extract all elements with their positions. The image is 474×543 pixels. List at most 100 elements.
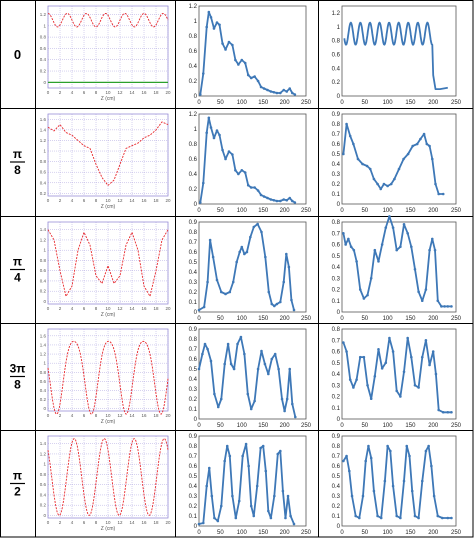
data-point xyxy=(249,407,253,411)
x-tick-label: 6 xyxy=(83,198,86,203)
data-point xyxy=(239,335,243,339)
x-tick-label: 150 xyxy=(405,423,416,429)
data-point xyxy=(228,454,232,458)
data-point xyxy=(263,362,267,366)
data-point xyxy=(415,142,419,146)
data-point xyxy=(288,367,292,371)
data-point xyxy=(436,299,440,303)
data-point xyxy=(273,352,277,356)
data-point xyxy=(243,61,247,65)
y-tick-label: 0.8 xyxy=(40,258,47,263)
y-tick-label: 0.6 xyxy=(332,464,341,470)
y-tick-label: 0.9 xyxy=(189,220,198,226)
data-point xyxy=(240,245,244,249)
data-point xyxy=(246,183,250,187)
data-point xyxy=(355,378,358,381)
data-point xyxy=(224,157,227,161)
data-point xyxy=(277,367,280,371)
data-point xyxy=(264,255,267,259)
y-tick-label: 1 xyxy=(337,25,341,31)
x-tick-label: 150 xyxy=(405,316,416,322)
y-tick-label: 0.4 xyxy=(189,484,198,490)
data-point xyxy=(437,408,440,412)
data-point xyxy=(253,186,256,189)
data-point xyxy=(433,248,437,252)
y-tick-label: 0.6 xyxy=(40,379,47,384)
y-tick-label: 1.6 xyxy=(40,117,47,122)
x-tick-label: 20 xyxy=(165,90,171,95)
y-tick-label: 0 xyxy=(194,524,198,530)
data-point xyxy=(206,347,209,351)
y-tick-label: 0.9 xyxy=(332,434,341,440)
data-point xyxy=(272,90,276,94)
data-point xyxy=(218,133,221,137)
measured-plot: 0 50 100 150 200 250 0 0.2 0.4 0.6 0.8 1 1.2 xyxy=(189,112,312,214)
y-tick-label: 0.4 xyxy=(189,377,198,383)
row-label-denominator: 2 xyxy=(14,485,21,499)
y-tick-label: 0 xyxy=(194,202,198,208)
x-tick-label: 10 xyxy=(105,90,111,95)
data-point xyxy=(279,91,282,95)
x-tick-label: 150 xyxy=(258,208,269,214)
simulated-series xyxy=(47,340,169,415)
row-label-denominator: 4 xyxy=(14,271,21,285)
y-tick-label: 0.5 xyxy=(332,361,341,367)
data-point xyxy=(446,410,450,414)
y-tick-label: 0.1 xyxy=(332,406,341,412)
data-point xyxy=(231,153,234,156)
y-tick-label: 0 xyxy=(194,94,198,100)
data-point xyxy=(292,522,296,526)
data-point xyxy=(443,305,446,308)
data-point xyxy=(256,79,260,83)
measured-plot: 0 50 100 150 200 250 0 0.1 0.2 0.3 0.4 0.5 0.6 0.7 0.8… xyxy=(189,434,312,536)
data-point xyxy=(232,367,236,371)
x-tick-label: 200 xyxy=(280,316,291,322)
y-tick-label: 0.4 xyxy=(189,172,198,178)
data-point xyxy=(264,469,268,473)
data-point xyxy=(355,260,358,263)
x-tick-label: 200 xyxy=(280,208,291,214)
plot-frame xyxy=(198,113,307,205)
data-point xyxy=(425,142,429,146)
data-point xyxy=(399,245,402,249)
y-tick-label: 0.6 xyxy=(189,250,198,256)
x-tick-label: 250 xyxy=(451,423,462,429)
data-point xyxy=(441,516,444,520)
data-point xyxy=(281,489,285,493)
y-tick-label: 0.6 xyxy=(189,49,198,55)
x-tick-label: 100 xyxy=(383,530,394,536)
x-tick-label: 150 xyxy=(258,423,269,429)
x-tick-label: 18 xyxy=(153,520,159,525)
y-tick-label: 0.5 xyxy=(332,254,341,260)
x-tick-label: 0 xyxy=(340,100,344,106)
data-point xyxy=(280,397,284,401)
y-tick-label: 0.4 xyxy=(40,57,47,62)
data-point xyxy=(347,469,351,473)
y-tick-label: 0.1 xyxy=(332,192,341,198)
x-tick-label: 14 xyxy=(129,306,135,311)
x-tick-label: 14 xyxy=(129,413,135,418)
y-tick-label: 1 xyxy=(43,149,46,154)
y-tick-label: 0.6 xyxy=(189,157,198,163)
data-point xyxy=(408,454,411,458)
data-point xyxy=(411,144,414,148)
y-tick-label: 1 xyxy=(194,19,198,25)
data-point xyxy=(243,252,246,256)
x-tick-label: 6 xyxy=(83,90,86,95)
y-tick-label: 1.2 xyxy=(189,4,198,10)
y-tick-label: 0.2 xyxy=(40,289,47,294)
data-point xyxy=(441,192,445,196)
data-point xyxy=(235,260,238,264)
x-tick-label: 50 xyxy=(217,423,224,429)
data-point xyxy=(391,484,395,488)
data-point xyxy=(249,186,253,189)
y-tick-label: 0.8 xyxy=(332,39,341,45)
x-tick-label: 8 xyxy=(95,413,98,418)
data-point xyxy=(282,88,286,92)
data-point xyxy=(215,278,219,282)
x-tick-label: 4 xyxy=(71,413,74,418)
x-tick-label: 0 xyxy=(340,423,344,429)
y-tick-label: 0.3 xyxy=(332,172,341,178)
data-point xyxy=(395,514,399,518)
data-point xyxy=(249,235,252,239)
